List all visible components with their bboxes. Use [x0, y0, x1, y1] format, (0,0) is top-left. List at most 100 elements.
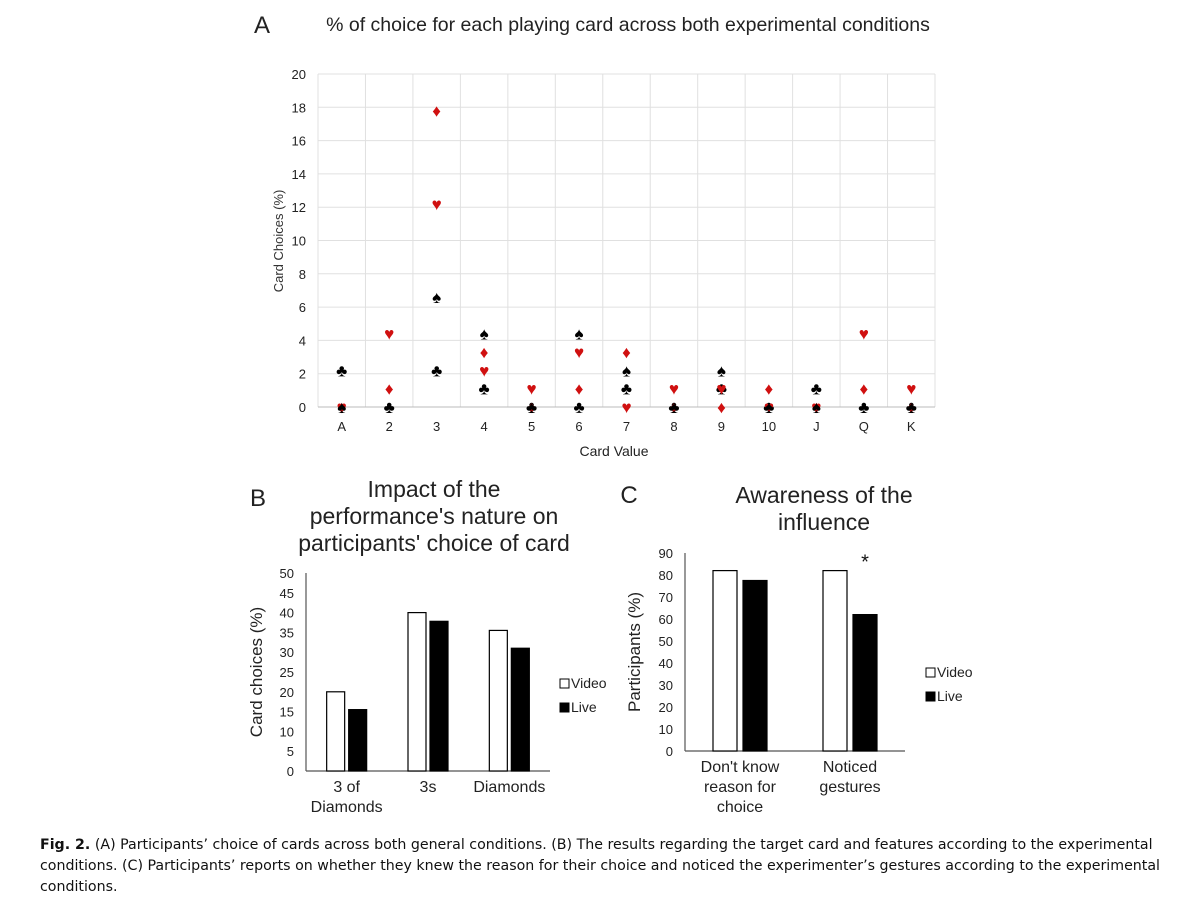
panel-a-point-diamonds: ♦	[907, 398, 916, 417]
panel-a-point-hearts: ♥	[669, 380, 679, 399]
panel-a-point-clubs: ♣	[668, 398, 679, 417]
panel-c-bar-video	[822, 569, 848, 752]
panel-a-point-hearts: ♥	[716, 380, 726, 399]
panel-c-ytick-label: 80	[659, 568, 673, 583]
panel-a-point-hearts: ♥	[479, 361, 489, 380]
panel-c-ytick-label: 90	[659, 546, 673, 561]
panel-a-xlabel: Card Value	[579, 443, 648, 459]
panel-a-point-diamonds: ♦	[670, 398, 679, 417]
panel-c-letter: C	[620, 482, 637, 509]
caption-label: Fig. 2.	[40, 837, 91, 853]
panel-a-xtick-label: 7	[623, 419, 630, 434]
panel-a-xtick-label: 10	[762, 419, 776, 434]
panel-a-point-hearts: ♥	[432, 195, 442, 214]
panel-a-point-diamonds: ♦	[480, 343, 489, 362]
panel-a-point-diamonds: ♦	[717, 398, 726, 417]
panel-a-point-hearts: ♥	[337, 398, 347, 417]
panel-a-point-clubs: ♣	[621, 380, 632, 399]
panel-c-ytick-label: 10	[659, 722, 673, 737]
panel-a-point-hearts: ♥	[764, 398, 774, 417]
panel-b-bar-live	[348, 709, 368, 772]
panel-a-point-diamonds: ♦	[812, 398, 821, 417]
panel-a-point-spades: ♠	[575, 325, 584, 344]
panel-a-point-spades: ♠	[337, 398, 346, 417]
panel-c-bar-live	[852, 613, 878, 752]
panel-a-xtick-label: 5	[528, 419, 535, 434]
panel-a-ytick-label: 4	[299, 333, 306, 348]
panel-a-point-clubs: ♣	[479, 380, 490, 399]
panel-c-xtick-label: gestures	[819, 779, 880, 796]
panel-a-xtick-label: 2	[386, 419, 393, 434]
panel-a-point-hearts: ♥	[574, 343, 584, 362]
panel-a-point-hearts: ♥	[906, 380, 916, 399]
panel-b-legend-swatch-live	[559, 702, 570, 713]
panel-c-legend-label: Live	[937, 688, 963, 704]
panel-b-ytick-label: 35	[280, 625, 294, 640]
panel-a-point-spades: ♠	[385, 398, 394, 417]
panel-b-xtick-label: Diamonds	[473, 779, 545, 796]
panel-a-point-spades: ♠	[622, 361, 631, 380]
panel-a-ytick-label: 0	[299, 400, 306, 415]
panel-b-legend-label: Live	[571, 699, 597, 715]
panel-a-ytick-label: 20	[292, 67, 306, 82]
panel-a-point-clubs: ♣	[858, 398, 869, 417]
panel-a-point-hearts: ♥	[384, 325, 394, 344]
panel-b-bar-video	[407, 611, 427, 772]
panel-a-point-diamonds: ♦	[575, 380, 584, 399]
panel-a-point-hearts: ♥	[859, 325, 869, 344]
panel-a-point-clubs: ♣	[573, 398, 584, 417]
panel-b-xtick-label: 3 of	[333, 779, 360, 796]
panel-a-ytick-label: 10	[292, 234, 306, 249]
panel-c-bar-live	[742, 579, 768, 752]
panel-a-ytick-label: 12	[292, 200, 306, 215]
panel-c-xtick-label: choice	[717, 799, 763, 816]
panel-a-ylabel: Card Choices (%)	[271, 190, 286, 293]
panel-b-bar-live	[510, 647, 530, 772]
panel-b-ytick-label: 25	[280, 665, 294, 680]
panel-a-point-clubs: ♣	[526, 398, 537, 417]
panel-c-ytick-label: 20	[659, 700, 673, 715]
panel-b-title: participants' choice of card	[298, 530, 570, 556]
panel-a-xtick-label: A	[337, 419, 346, 434]
panel-a-point-hearts: ♥	[811, 398, 821, 417]
panel-b-bar-video	[326, 691, 346, 772]
panel-a-point-clubs: ♣	[763, 398, 774, 417]
caption-text: (A) Participants’ choice of cards across…	[40, 837, 1160, 895]
panel-c-bar-video	[712, 569, 738, 752]
panel-a-xtick-label: 9	[718, 419, 725, 434]
panel-b-xtick-label: Diamonds	[311, 799, 383, 816]
panel-b-ytick-label: 45	[280, 586, 294, 601]
panel-a-ytick-label: 14	[292, 167, 306, 182]
panel-a-point-spades: ♠	[717, 361, 726, 380]
panel-a-xtick-label: 8	[670, 419, 677, 434]
panel-b-legend-swatch-video	[559, 678, 570, 689]
panel-a-ytick-label: 2	[299, 367, 306, 382]
panel-a-point-spades: ♠	[480, 325, 489, 344]
panel-a-point-hearts: ♥	[621, 398, 631, 417]
figure-canvas: A % of choice for each playing card acros…	[247, 12, 973, 816]
panel-b-xtick-label: 3s	[420, 779, 437, 796]
panel-a-title: % of choice for each playing card across…	[326, 14, 930, 36]
panel-c-xtick-label: Noticed	[823, 759, 877, 776]
panel-c-ytick-label: 0	[666, 744, 673, 759]
panel-c-ytick-label: 50	[659, 634, 673, 649]
panel-a-point-diamonds: ♦	[622, 343, 631, 362]
panel-b-bar-live	[429, 620, 449, 772]
panel-a-xtick-label: J	[813, 419, 820, 434]
panel-a-chart: A % of choice for each playing card acros…	[254, 12, 936, 459]
panel-a-xtick-label: 6	[575, 419, 582, 434]
panel-a-xtick-label: Q	[859, 419, 869, 434]
panel-b-ytick-label: 30	[280, 645, 294, 660]
panel-a-ytick-label: 6	[299, 300, 306, 315]
panel-a-point-clubs: ♣	[336, 361, 347, 380]
panel-b-ytick-label: 40	[280, 606, 294, 621]
panel-c-title: influence	[778, 509, 870, 535]
panel-a-point-diamonds: ♦	[765, 380, 774, 399]
figure-caption: Fig. 2. (A) Participants’ choice of card…	[40, 835, 1185, 898]
panel-c-ytick-label: 60	[659, 612, 673, 627]
panel-a-xtick-label: 3	[433, 419, 440, 434]
panel-a-point-diamonds: ♦	[432, 102, 441, 121]
panel-a-point-diamonds: ♦	[859, 380, 868, 399]
panel-c-title: Awareness of the	[735, 482, 912, 508]
panel-a-point-clubs: ♣	[716, 380, 727, 399]
